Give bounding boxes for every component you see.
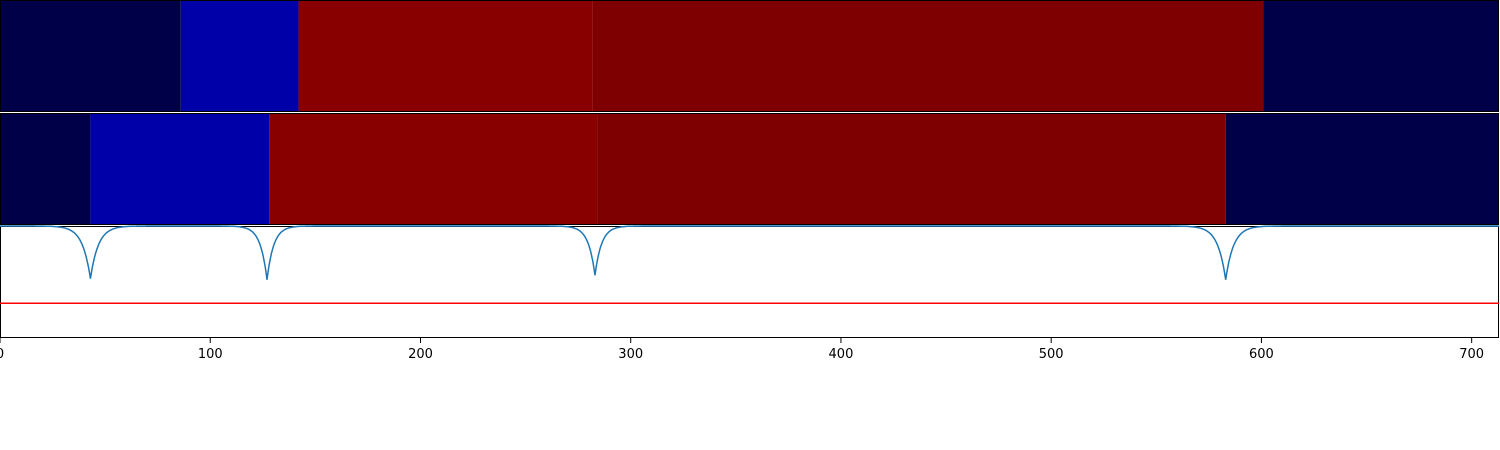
heatmap-segment — [90, 113, 270, 225]
heatmap-bottom — [0, 113, 1499, 225]
x-tick-label: 200 — [408, 347, 433, 362]
heatmap-segment — [180, 0, 299, 112]
series-line — [0, 225, 1499, 280]
x-tick-label: 0 — [0, 347, 4, 362]
heatmap-segment — [597, 113, 1226, 225]
heatmap-segment — [0, 0, 181, 112]
x-tick-label: 500 — [1039, 347, 1064, 362]
heatmap-segment — [1263, 0, 1499, 112]
x-tick-label: 700 — [1459, 347, 1484, 362]
panel-frame — [0, 0, 1499, 112]
heatmap-segment — [1225, 113, 1499, 225]
heatmap-top — [0, 0, 1499, 112]
panel-frame — [0, 113, 1499, 225]
heatmap-segment — [298, 0, 593, 112]
panel-frame — [0, 226, 1499, 338]
x-tick-label: 600 — [1249, 347, 1274, 362]
x-axis: 0 100 200 300 400 500 600 700 — [0, 338, 1484, 362]
line-panel — [0, 225, 1499, 338]
heatmap-segment — [592, 0, 1264, 112]
x-tick-label: 300 — [618, 347, 643, 362]
x-tick-label: 400 — [829, 347, 854, 362]
heatmap-segment — [0, 113, 91, 225]
heatmap-segment — [269, 113, 598, 225]
x-tick-label: 100 — [198, 347, 223, 362]
